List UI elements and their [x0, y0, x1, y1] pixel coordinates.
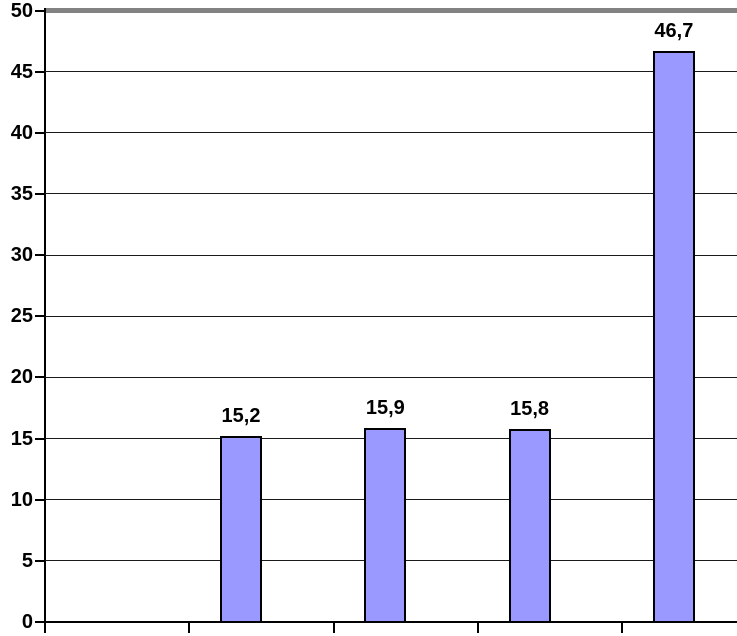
- x-tick: [188, 622, 191, 633]
- x-tick: [332, 622, 335, 633]
- gridline: [45, 132, 737, 134]
- y-tick: [35, 131, 45, 134]
- y-tick-label: 50: [10, 0, 33, 22]
- gridline: [45, 315, 737, 317]
- y-tick-label: 0: [21, 611, 33, 633]
- y-tick: [35, 315, 45, 318]
- y-tick-label: 45: [10, 60, 33, 83]
- bar: [220, 436, 262, 623]
- y-tick: [35, 437, 45, 440]
- y-tick-label: 10: [10, 488, 33, 511]
- y-tick-label: 35: [10, 182, 33, 205]
- y-tick: [35, 254, 45, 257]
- gridline: [45, 71, 737, 73]
- y-tick-label: 25: [10, 305, 33, 328]
- y-tick-label: 30: [10, 244, 33, 267]
- y-tick: [35, 9, 45, 12]
- y-tick-label: 5: [21, 549, 33, 572]
- y-tick-label: 20: [10, 366, 33, 389]
- x-tick: [476, 622, 479, 633]
- y-tick: [35, 192, 45, 195]
- y-tick: [35, 498, 45, 501]
- y-tick-label: 40: [10, 121, 33, 144]
- bar: [652, 50, 695, 623]
- y-tick: [35, 70, 45, 73]
- bar-value-label: 15,9: [365, 396, 405, 419]
- bar-value-label: 15,2: [221, 405, 261, 428]
- x-tick: [44, 622, 46, 633]
- bar-value-label: 46,7: [654, 19, 694, 42]
- y-tick-label: 15: [10, 427, 33, 450]
- y-axis: [44, 8, 46, 633]
- plot-top-border: [44, 8, 737, 13]
- y-tick: [35, 559, 45, 562]
- bar: [508, 428, 551, 623]
- gridline: [45, 376, 737, 378]
- bar: [364, 427, 407, 623]
- gridline: [45, 254, 737, 256]
- x-tick: [621, 622, 624, 633]
- gridline: [45, 193, 737, 195]
- y-tick: [35, 621, 45, 623]
- y-tick: [35, 376, 45, 379]
- bar-value-label: 15,8: [510, 397, 550, 420]
